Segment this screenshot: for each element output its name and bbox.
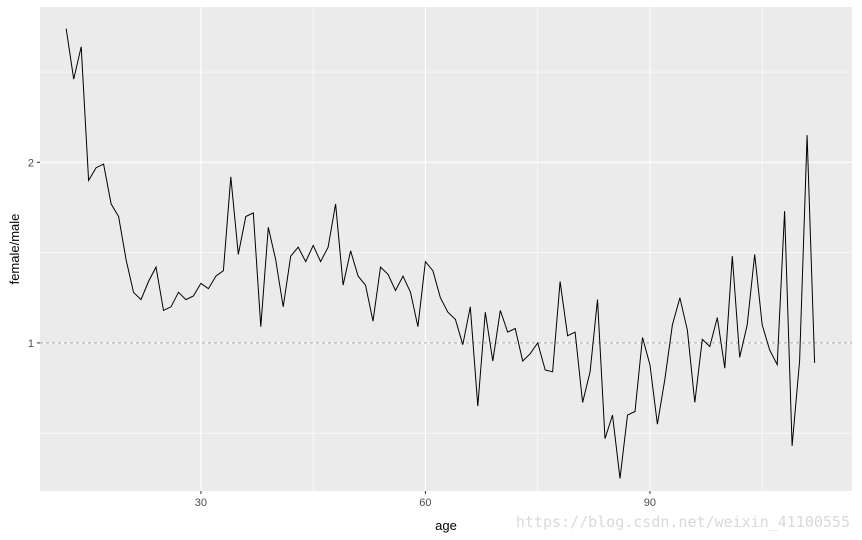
x-tick-label: 90 bbox=[644, 497, 656, 509]
major-gridlines bbox=[40, 7, 852, 491]
plot-panel bbox=[40, 7, 852, 491]
watermark: https://blog.csdn.net/weixin_41100555 bbox=[516, 513, 850, 531]
x-tick-label: 30 bbox=[195, 497, 207, 509]
x-axis: 30 60 90 bbox=[195, 491, 656, 509]
minor-gridlines bbox=[40, 7, 852, 491]
x-tick-label: 60 bbox=[419, 497, 431, 509]
series-line bbox=[65, 28, 816, 479]
y-tick-label: 1 bbox=[28, 338, 34, 350]
y-axis: 12 bbox=[28, 157, 40, 350]
y-axis-title: female/male bbox=[7, 214, 22, 285]
y-tick-label: 2 bbox=[28, 157, 34, 169]
x-axis-title: age bbox=[435, 518, 457, 533]
